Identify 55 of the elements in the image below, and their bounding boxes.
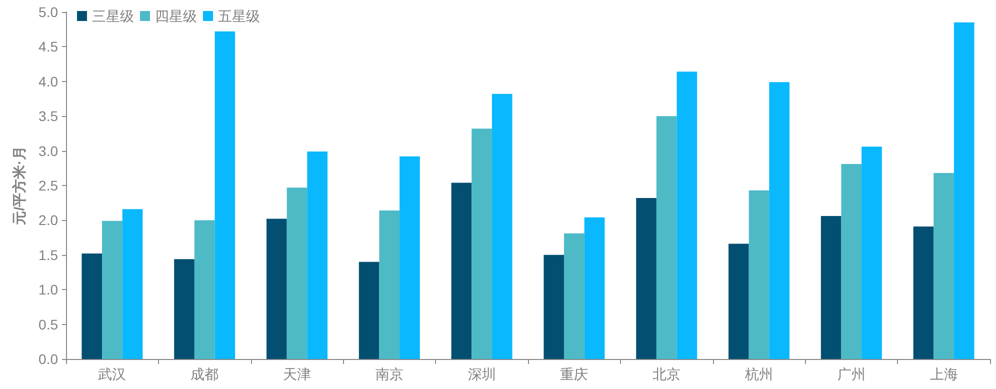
bar <box>379 210 400 359</box>
bar <box>564 233 584 359</box>
bar <box>214 31 236 359</box>
bar <box>286 188 308 359</box>
x-tick-label: 上海 <box>930 366 958 382</box>
bar <box>174 259 194 359</box>
x-tick-label: 重庆 <box>560 366 588 382</box>
legend-label: 三星级 <box>92 8 134 24</box>
y-tick-label: 1.5 <box>38 246 58 263</box>
x-tick-label: 广州 <box>837 366 866 382</box>
bar <box>122 209 143 359</box>
bar <box>636 198 656 359</box>
x-tick-label: 深圳 <box>468 366 496 382</box>
bar <box>841 164 862 359</box>
bar <box>400 156 420 359</box>
y-tick-label: 1.0 <box>38 282 58 298</box>
bar <box>451 182 472 359</box>
bar <box>676 72 698 359</box>
bar <box>584 217 605 359</box>
bar <box>307 151 328 359</box>
bar <box>266 218 287 359</box>
bar <box>358 262 380 359</box>
y-tick-label: 3.0 <box>38 142 58 159</box>
bar <box>934 173 954 359</box>
bar <box>194 220 215 359</box>
bar <box>492 94 512 359</box>
y-tick-label: 4.5 <box>38 38 58 55</box>
y-tick-label: 0.5 <box>38 316 58 332</box>
x-tick-label: 武汉 <box>98 366 126 382</box>
legend-label: 四星级 <box>155 8 197 24</box>
y-tick-label: 0.0 <box>38 351 58 367</box>
legend-label: 五星级 <box>218 8 260 24</box>
bar <box>82 254 102 359</box>
bar <box>820 216 842 359</box>
y-tick-label: 2.5 <box>38 178 58 194</box>
bar <box>102 220 122 359</box>
y-tick-label: 4.0 <box>38 73 58 90</box>
bar <box>954 22 974 359</box>
bar <box>472 128 492 359</box>
bar <box>748 190 770 359</box>
bar <box>656 116 677 359</box>
bar <box>769 82 790 359</box>
bar <box>862 146 882 359</box>
bar <box>728 244 749 359</box>
x-tick-label: 成都 <box>190 366 219 382</box>
x-tick-label: 北京 <box>652 366 681 382</box>
x-tick-label: 南京 <box>375 366 404 382</box>
bar <box>544 254 564 359</box>
bar <box>913 226 934 359</box>
y-tick-label: 5.0 <box>38 4 58 20</box>
x-tick-label: 天津 <box>283 366 311 382</box>
y-axis-title: 元/平方米·月 <box>11 146 27 226</box>
y-tick-label: 3.5 <box>38 108 58 124</box>
y-tick-label: 2.0 <box>38 212 58 228</box>
x-tick-label: 杭州 <box>744 366 773 382</box>
